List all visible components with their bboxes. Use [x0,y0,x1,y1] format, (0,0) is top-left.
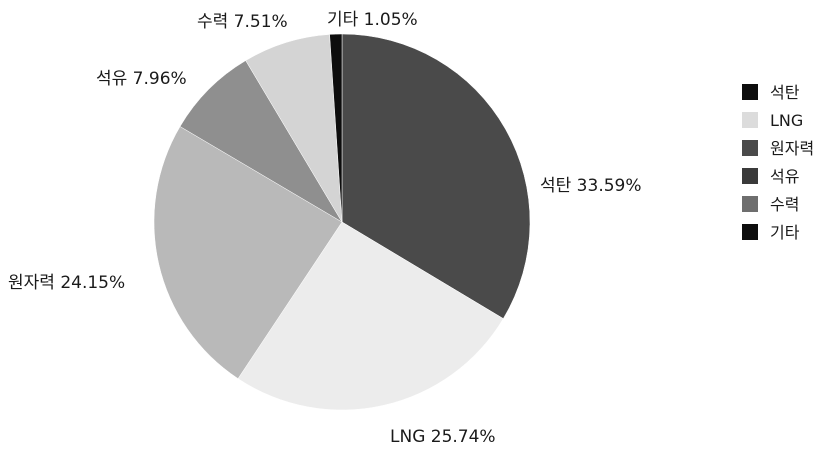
legend-item-0: 석탄 [742,83,800,102]
slice-labels-layer: 석탄 33.59% LNG 25.74% 원자력 24.15% 석유 7.96% 수력 … [8,10,642,447]
legend-label-3: 석유 [770,167,799,186]
legend-item-3: 석유 [742,167,799,186]
slice-label-0: 석탄 33.59% [540,176,642,196]
legend-label-1: LNG [770,111,803,130]
pie-slice-0 [341,33,531,319]
slice-label-5: 기타 1.05% [327,10,418,30]
legend-swatch-1 [742,112,758,128]
pie-slice-1 [237,221,504,411]
legend-label-4: 수력 [770,195,799,214]
legend-label-0: 석탄 [770,83,800,102]
legend-label-5: 기타 [770,223,800,242]
legend-item-1: LNG [742,111,803,130]
legend-item-4: 수력 [742,195,799,214]
slice-label-3: 석유 7.96% [96,69,187,89]
pie-slice-3 [179,60,343,223]
slice-label-1: LNG 25.74% [390,427,496,447]
pie-slice-2 [153,126,343,379]
legend-swatch-2 [742,140,758,156]
slice-label-2: 원자력 24.15% [8,273,125,293]
legend-swatch-0 [742,84,758,100]
slices-layer [153,33,531,411]
slice-label-4: 수력 7.51% [197,12,288,32]
pie-slice-5 [329,33,343,223]
legend-swatch-3 [742,168,758,184]
legend-swatch-5 [742,224,758,240]
legend-item-2: 원자력 [742,139,814,158]
legend-item-5: 기타 [742,223,800,242]
legend-swatch-4 [742,196,758,212]
legend-label-2: 원자력 [770,139,814,158]
